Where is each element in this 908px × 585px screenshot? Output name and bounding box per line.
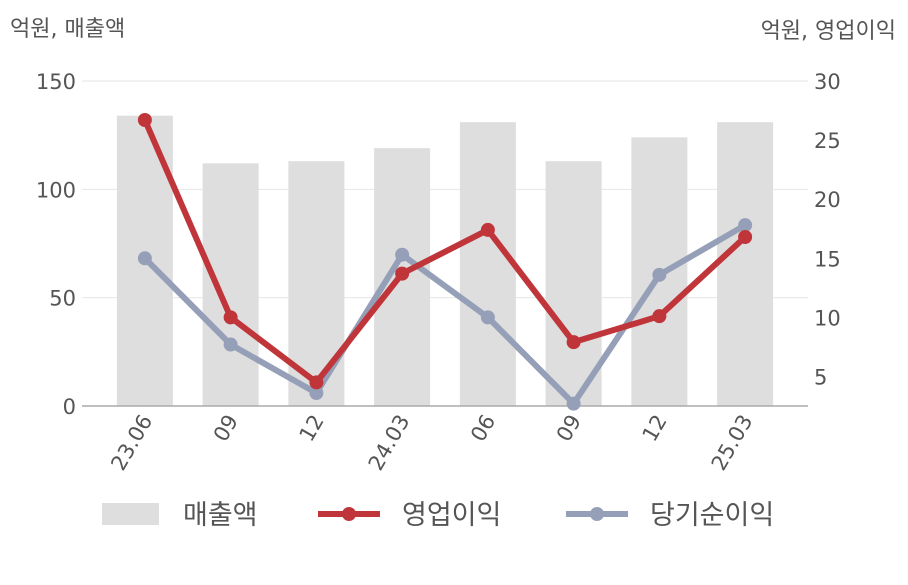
- x-axis-tick-label: 23.06: [106, 411, 157, 475]
- x-axis-tick-label: 09: [552, 411, 586, 446]
- bar: [545, 161, 602, 406]
- series-point: [137, 251, 152, 266]
- series-point: [480, 222, 495, 237]
- right-axis-tick-label: 30: [814, 70, 841, 94]
- line-series: [137, 113, 753, 411]
- x-axis-tick-label: 25.03: [707, 411, 758, 475]
- series-point: [566, 396, 581, 411]
- right-axis-unit-label: 억원, 영업이익: [761, 19, 896, 44]
- left-axis-tick-label: 0: [63, 395, 76, 419]
- bar: [202, 163, 259, 406]
- left-axis-tick-label: 100: [36, 178, 76, 202]
- series-point: [652, 309, 667, 324]
- series-point: [223, 310, 238, 325]
- legend: 매출액 영업이익 당기순이익: [102, 500, 774, 531]
- series-point: [395, 266, 410, 281]
- legend-swatch-bar: [102, 503, 159, 525]
- bar: [717, 122, 774, 407]
- series-line: [141, 222, 749, 407]
- left-axis-tick-label: 50: [49, 287, 76, 311]
- x-axis-tick-label: 09: [209, 411, 243, 446]
- left-axis-tick-label: 150: [36, 70, 76, 94]
- bar-series: [116, 115, 774, 407]
- legend-label: 영업이익: [402, 500, 501, 531]
- series-point: [309, 375, 324, 390]
- right-axis-tick-label: 15: [814, 247, 841, 271]
- legend-label: 당기순이익: [650, 500, 774, 531]
- series-point: [223, 337, 238, 352]
- x-axis-tick-label: 12: [295, 411, 329, 446]
- x-axis-tick-label: 24.03: [364, 411, 415, 475]
- gridlines: [82, 80, 808, 299]
- series-point: [738, 218, 753, 233]
- series-point: [137, 113, 152, 127]
- x-axis-tick-label: 06: [466, 411, 500, 446]
- x-axis-tick-label: 12: [638, 411, 672, 446]
- left-axis-unit-label: 억원, 매출액: [10, 17, 125, 42]
- legend-label: 매출액: [183, 500, 258, 531]
- series-point: [309, 386, 324, 400]
- legend-swatch-point: [590, 507, 604, 521]
- series-point: [480, 310, 495, 325]
- legend-swatch-point: [342, 507, 356, 521]
- series-line: [141, 117, 749, 386]
- series-point: [566, 335, 581, 350]
- right-axis-tick-label: 5: [814, 365, 827, 389]
- series-point: [395, 247, 410, 262]
- series-point: [652, 267, 667, 282]
- right-axis-tick-label: 20: [814, 188, 841, 212]
- right-axis-tick-label: 10: [814, 306, 841, 330]
- right-axis-tick-label: 25: [814, 129, 841, 153]
- bar: [459, 122, 516, 407]
- series-point: [738, 230, 753, 244]
